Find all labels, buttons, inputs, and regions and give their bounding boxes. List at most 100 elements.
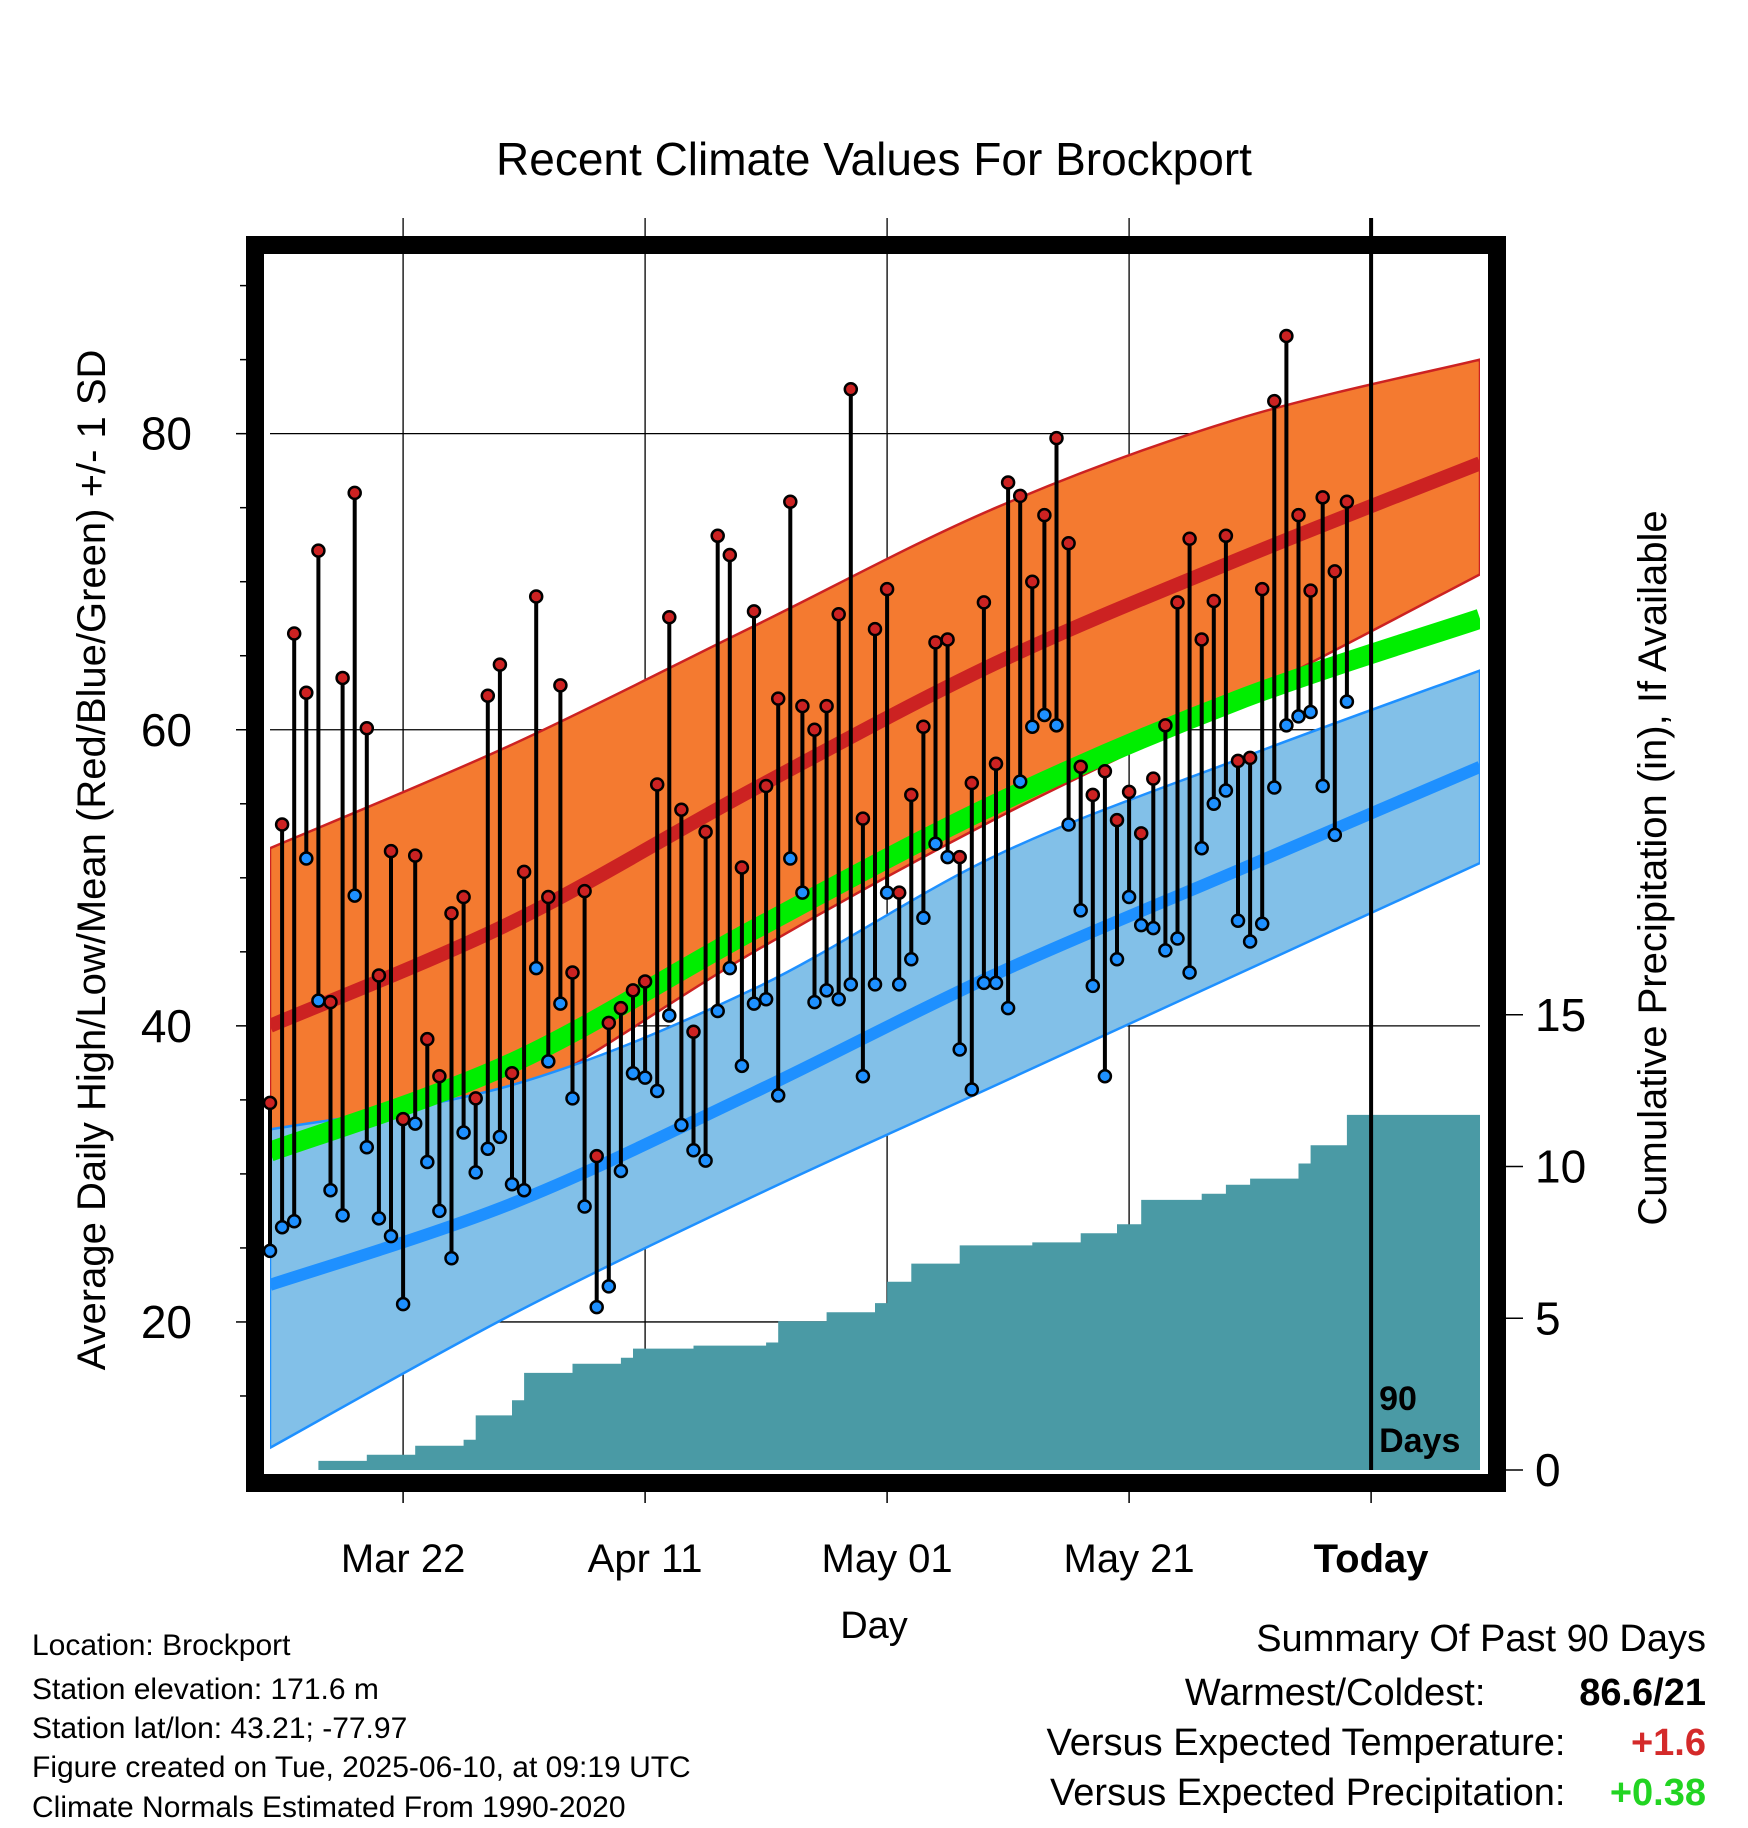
daily-high-point bbox=[1133, 826, 1149, 841]
daily-high-point bbox=[819, 698, 834, 714]
daily-high-point bbox=[891, 885, 907, 900]
daily-high-point bbox=[480, 688, 496, 703]
daily-high-point bbox=[299, 685, 314, 700]
daily-high-point bbox=[674, 802, 689, 817]
daily-high-point bbox=[952, 849, 967, 865]
chart-title: Recent Climate Values For Brockport bbox=[496, 133, 1252, 185]
daily-low-point bbox=[819, 983, 834, 998]
daily-high-point bbox=[613, 1000, 629, 1016]
daily-high-point bbox=[1315, 490, 1330, 505]
daily-low-point bbox=[407, 1116, 423, 1131]
period-label-number: 90 bbox=[1379, 1380, 1417, 1418]
daily-high-point bbox=[843, 381, 859, 397]
daily-low-point bbox=[855, 1068, 871, 1084]
daily-low-point bbox=[758, 991, 774, 1007]
footer-location: Location: Brockport bbox=[32, 1629, 291, 1662]
daily-high-point bbox=[1037, 507, 1052, 523]
daily-high-point bbox=[686, 1024, 701, 1040]
low-normal-line bbox=[270, 761, 1480, 1291]
daily-low-point bbox=[1037, 707, 1052, 723]
daily-low-point bbox=[359, 1140, 375, 1155]
daily-high-point bbox=[1291, 507, 1306, 523]
daily-high-point bbox=[710, 528, 725, 544]
daily-low-point bbox=[274, 1219, 290, 1235]
summary-temp-value: +1.6 bbox=[1630, 1722, 1706, 1764]
daily-low-point bbox=[770, 1088, 786, 1103]
daily-high-point bbox=[1267, 393, 1282, 409]
daily-low-point bbox=[323, 1182, 338, 1198]
summary-precip-value: +0.38 bbox=[1609, 1772, 1706, 1814]
daily-high-point bbox=[335, 670, 350, 686]
daily-high-point bbox=[541, 889, 556, 905]
daily-high-point bbox=[1242, 750, 1258, 766]
daily-high-point bbox=[722, 547, 738, 563]
daily-low-point bbox=[795, 885, 810, 900]
daily-low-point bbox=[299, 851, 314, 866]
daily-high-point bbox=[637, 974, 653, 989]
daily-low-point bbox=[1025, 719, 1040, 735]
daily-high-point bbox=[577, 883, 592, 899]
daily-high-point bbox=[734, 860, 750, 875]
daily-high-point bbox=[432, 1068, 447, 1084]
daily-low-point bbox=[722, 960, 738, 976]
daily-low-point bbox=[1170, 931, 1185, 946]
daily-low-point bbox=[746, 996, 762, 1011]
summary-temp: Versus Expected Temperature: +1.6 bbox=[1047, 1722, 1706, 1765]
x-tick-label: Mar 22 bbox=[341, 1537, 466, 1581]
daily-high-point bbox=[407, 848, 423, 863]
daily-low-point bbox=[420, 1154, 435, 1170]
footer-normals: Climate Normals Estimated From 1990-2020 bbox=[32, 1791, 626, 1824]
daily-high-point bbox=[783, 494, 798, 510]
daily-low-point bbox=[347, 888, 362, 903]
daily-low-point bbox=[1109, 951, 1125, 967]
daily-low-point bbox=[456, 1125, 471, 1140]
footer-created: Figure created on Tue, 2025-06-10, at 09… bbox=[32, 1751, 691, 1784]
daily-high-point bbox=[1339, 494, 1355, 510]
daily-high-point bbox=[553, 678, 568, 693]
daily-low-point bbox=[807, 994, 822, 1010]
daily-low-point bbox=[843, 977, 859, 992]
y-tick-label: 20 bbox=[141, 1296, 192, 1348]
daily-low-point bbox=[649, 1083, 665, 1099]
daily-low-point bbox=[1279, 718, 1294, 733]
daily-low-point bbox=[601, 1279, 617, 1294]
daily-low-point bbox=[662, 1008, 677, 1023]
x-tick-label: Apr 11 bbox=[588, 1537, 703, 1581]
daily-high-point bbox=[565, 965, 580, 980]
daily-high-point bbox=[395, 1111, 411, 1127]
daily-high-point bbox=[916, 719, 931, 735]
daily-low-point bbox=[311, 993, 326, 1008]
daily-observations bbox=[262, 328, 1355, 1315]
daily-high-point bbox=[359, 721, 375, 736]
period-label-unit: Days bbox=[1379, 1422, 1460, 1460]
daily-high-point bbox=[1012, 488, 1028, 504]
y-axis-label: Average Daily High/Low/Mean (Red/Blue/Gr… bbox=[70, 350, 114, 1371]
daily-low-point bbox=[952, 1042, 967, 1057]
daily-low-point bbox=[988, 975, 1004, 991]
daily-low-point bbox=[625, 1065, 641, 1081]
daily-high-point bbox=[625, 983, 641, 998]
daily-low-point bbox=[831, 991, 846, 1007]
daily-high-point bbox=[1303, 583, 1318, 598]
x-axis-label: Day bbox=[840, 1605, 908, 1647]
daily-low-point bbox=[1339, 694, 1355, 709]
daily-low-point bbox=[1254, 916, 1270, 931]
daily-low-point bbox=[613, 1163, 629, 1179]
daily-high-point bbox=[988, 756, 1004, 772]
daily-high-point bbox=[468, 1091, 483, 1106]
daily-low-point bbox=[976, 975, 992, 991]
daily-low-point bbox=[1158, 943, 1173, 958]
daily-low-point bbox=[335, 1208, 350, 1223]
summary-warmest-value: 86.6/21 bbox=[1579, 1672, 1706, 1714]
daily-high-point bbox=[1049, 430, 1064, 446]
daily-low-point bbox=[686, 1142, 701, 1158]
daily-high-point bbox=[444, 906, 459, 921]
daily-low-point bbox=[1327, 827, 1343, 843]
daily-high-point bbox=[1230, 753, 1246, 769]
daily-low-point bbox=[1133, 917, 1149, 933]
y-tick-label: 60 bbox=[141, 704, 192, 756]
daily-low-point bbox=[1121, 889, 1137, 905]
daily-high-point bbox=[1000, 475, 1016, 490]
daily-high-point bbox=[504, 1065, 520, 1081]
